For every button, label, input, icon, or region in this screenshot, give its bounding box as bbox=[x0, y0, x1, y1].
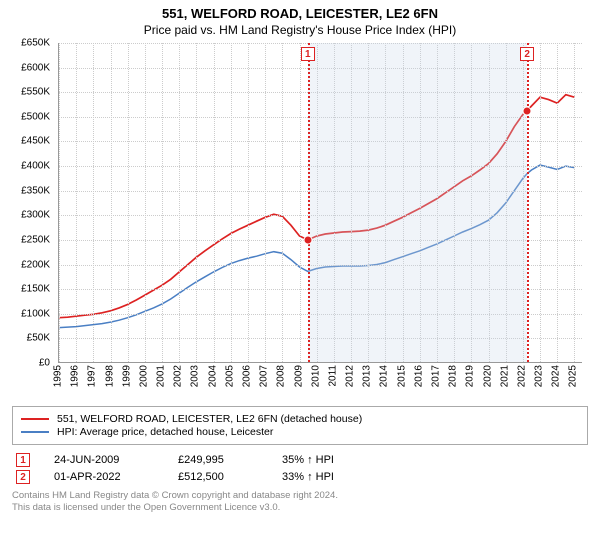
y-tick-label: £300K bbox=[21, 210, 50, 221]
x-tick-label: 2018 bbox=[448, 365, 459, 387]
y-tick-label: £0 bbox=[39, 358, 50, 369]
sales-list: 1 24-JUN-2009 £249,995 35% ↑ HPI 2 01-APR-202… bbox=[12, 453, 588, 484]
footer-line-2: This data is licensed under the Open Gov… bbox=[12, 502, 588, 514]
x-axis: 1995199619971998199920002001200220032004… bbox=[58, 365, 582, 405]
gridline-v bbox=[231, 43, 232, 362]
chart-title: 551, WELFORD ROAD, LEICESTER, LE2 6FN bbox=[12, 6, 588, 21]
x-tick-label: 2022 bbox=[516, 365, 527, 387]
chart-subtitle: Price paid vs. HM Land Registry's House … bbox=[12, 23, 588, 37]
gridline-v bbox=[540, 43, 541, 362]
gridline-v bbox=[300, 43, 301, 362]
chart-area: £0 £50K £100K £150K £200K £250K £300K £350K £400… bbox=[12, 43, 588, 388]
gridline-v bbox=[93, 43, 94, 362]
gridline-v bbox=[196, 43, 197, 362]
x-tick-label: 2011 bbox=[327, 365, 338, 387]
sale-marker: 2 bbox=[520, 47, 534, 61]
footer-line-1: Contains HM Land Registry data © Crown c… bbox=[12, 490, 588, 502]
x-tick-label: 2016 bbox=[413, 365, 424, 387]
gridline-v bbox=[214, 43, 215, 362]
x-tick-label: 2005 bbox=[224, 365, 235, 387]
gridline-v bbox=[111, 43, 112, 362]
x-tick-label: 2020 bbox=[482, 365, 493, 387]
x-tick-label: 2009 bbox=[293, 365, 304, 387]
y-tick-label: £100K bbox=[21, 308, 50, 319]
legend-row: 551, WELFORD ROAD, LEICESTER, LE2 6FN (d… bbox=[21, 413, 579, 425]
x-tick-label: 2010 bbox=[310, 365, 321, 387]
x-tick-label: 2025 bbox=[568, 365, 579, 387]
gridline-v bbox=[282, 43, 283, 362]
gridline-v bbox=[248, 43, 249, 362]
x-tick-label: 2023 bbox=[534, 365, 545, 387]
x-tick-label: 2001 bbox=[156, 365, 167, 387]
x-tick-label: 2000 bbox=[138, 365, 149, 387]
x-tick-label: 2008 bbox=[276, 365, 287, 387]
gridline-v bbox=[128, 43, 129, 362]
gridline-v bbox=[265, 43, 266, 362]
x-tick-label: 1997 bbox=[87, 365, 98, 387]
gridline-v bbox=[574, 43, 575, 362]
x-tick-label: 2002 bbox=[173, 365, 184, 387]
gridline-v bbox=[179, 43, 180, 362]
x-tick-label: 2024 bbox=[551, 365, 562, 387]
x-tick-label: 2003 bbox=[190, 365, 201, 387]
x-tick-label: 2007 bbox=[259, 365, 270, 387]
x-tick-label: 2004 bbox=[207, 365, 218, 387]
gridline-v bbox=[557, 43, 558, 362]
y-tick-label: £200K bbox=[21, 259, 50, 270]
x-tick-label: 1998 bbox=[104, 365, 115, 387]
gridline-v bbox=[145, 43, 146, 362]
x-tick-label: 2013 bbox=[362, 365, 373, 387]
legend-swatch bbox=[21, 418, 49, 420]
sale-vline bbox=[527, 43, 529, 362]
gridline-v bbox=[59, 43, 60, 362]
x-tick-label: 1996 bbox=[70, 365, 81, 387]
footer-attribution: Contains HM Land Registry data © Crown c… bbox=[12, 490, 588, 515]
sale-marker: 1 bbox=[301, 47, 315, 61]
sale-price: £249,995 bbox=[178, 454, 258, 466]
sale-date: 01-APR-2022 bbox=[54, 471, 154, 483]
sale-pct: 33% ↑ HPI bbox=[282, 471, 362, 483]
sale-pct: 35% ↑ HPI bbox=[282, 454, 362, 466]
legend-swatch bbox=[21, 431, 49, 433]
y-tick-label: £450K bbox=[21, 136, 50, 147]
gridline-v bbox=[76, 43, 77, 362]
y-tick-label: £50K bbox=[27, 333, 50, 344]
y-tick-label: £650K bbox=[21, 38, 50, 49]
sale-point bbox=[303, 235, 312, 244]
plot-area: 12 bbox=[58, 43, 582, 363]
legend: 551, WELFORD ROAD, LEICESTER, LE2 6FN (d… bbox=[12, 406, 588, 445]
y-tick-label: £350K bbox=[21, 185, 50, 196]
x-tick-label: 2019 bbox=[465, 365, 476, 387]
sale-row: 1 24-JUN-2009 £249,995 35% ↑ HPI bbox=[16, 453, 588, 467]
legend-label: 551, WELFORD ROAD, LEICESTER, LE2 6FN (d… bbox=[57, 413, 362, 425]
x-tick-label: 2017 bbox=[430, 365, 441, 387]
legend-label: HPI: Average price, detached house, Leic… bbox=[57, 426, 273, 438]
y-tick-label: £500K bbox=[21, 111, 50, 122]
gridline-v bbox=[162, 43, 163, 362]
y-tick-label: £150K bbox=[21, 284, 50, 295]
y-axis: £0£50K£100K£150K£200K£250K£300K£350K£400… bbox=[12, 43, 54, 363]
legend-row: HPI: Average price, detached house, Leic… bbox=[21, 426, 579, 438]
sale-price: £512,500 bbox=[178, 471, 258, 483]
sale-number: 1 bbox=[16, 453, 30, 467]
x-tick-label: 2006 bbox=[241, 365, 252, 387]
sale-number: 2 bbox=[16, 470, 30, 484]
y-tick-label: £600K bbox=[21, 62, 50, 73]
sale-point bbox=[523, 106, 532, 115]
sale-row: 2 01-APR-2022 £512,500 33% ↑ HPI bbox=[16, 470, 588, 484]
x-tick-label: 2021 bbox=[499, 365, 510, 387]
y-tick-label: £550K bbox=[21, 87, 50, 98]
x-tick-label: 2012 bbox=[345, 365, 356, 387]
shaded-region bbox=[308, 43, 527, 362]
x-tick-label: 2014 bbox=[379, 365, 390, 387]
x-tick-label: 1999 bbox=[121, 365, 132, 387]
sale-date: 24-JUN-2009 bbox=[54, 454, 154, 466]
x-tick-label: 1995 bbox=[53, 365, 64, 387]
sale-vline bbox=[308, 43, 310, 362]
x-tick-label: 2015 bbox=[396, 365, 407, 387]
y-tick-label: £400K bbox=[21, 161, 50, 172]
y-tick-label: £250K bbox=[21, 234, 50, 245]
